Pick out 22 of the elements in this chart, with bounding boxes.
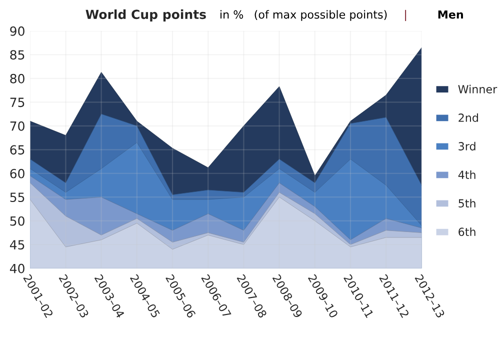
y-tick-label: 70: [10, 121, 24, 131]
y-tick-label: 50: [10, 216, 24, 226]
text: in %: [220, 10, 244, 19]
legend-label: Winner: [458, 84, 498, 94]
y-tick-label: 40: [10, 264, 24, 274]
y-tick-label: 55: [10, 192, 24, 202]
y-tick-label: 90: [10, 26, 24, 36]
text: Men: [438, 10, 463, 19]
legend-label: 6th: [458, 227, 476, 236]
y-tick-label: 85: [10, 50, 24, 60]
y-tick-label: 60: [10, 168, 24, 178]
y-tick-label: 65: [10, 145, 24, 155]
text: (of max possible points): [254, 10, 387, 21]
y-tick-label: 45: [10, 240, 24, 250]
chart-title: World Cup points: [86, 9, 206, 22]
legend-label: 5th: [458, 198, 476, 208]
legend-label: 4th: [458, 170, 476, 179]
y-tick-label: 80: [10, 74, 24, 84]
legend-label: 3rd: [458, 142, 476, 150]
legend-label: 2nd: [458, 113, 478, 122]
text: |: [405, 10, 406, 22]
y-tick-label: 75: [10, 98, 24, 108]
